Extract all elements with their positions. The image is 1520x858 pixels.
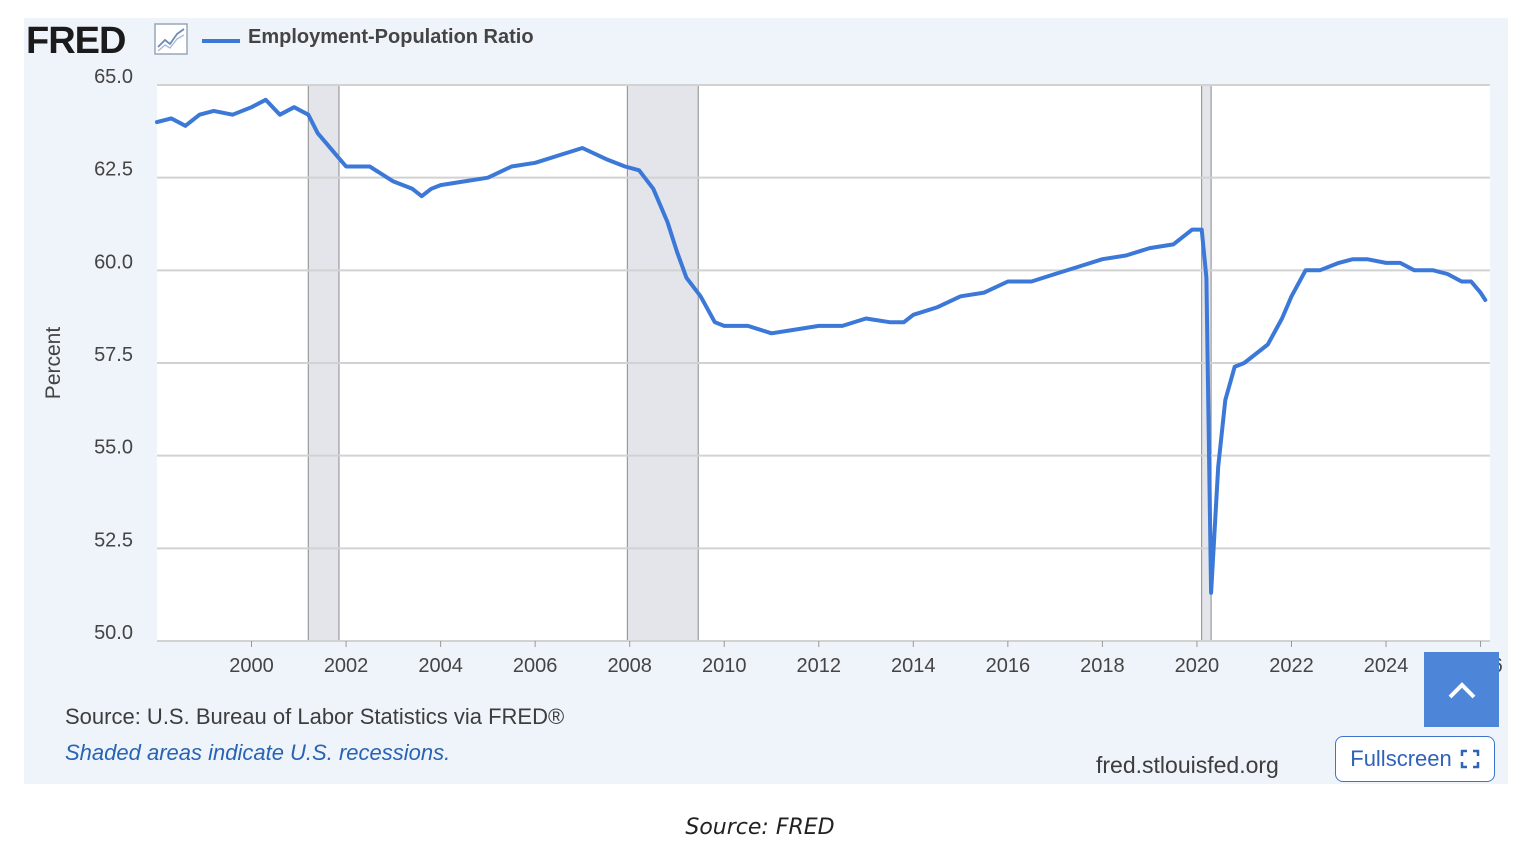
y-tick-label: 55.0: [94, 437, 133, 459]
x-tick-label: 2022: [1269, 655, 1314, 677]
legend-label[interactable]: Employment-Population Ratio: [248, 26, 534, 48]
legend-swatch: [202, 39, 240, 43]
recession-note: Shaded areas indicate U.S. recessions.: [65, 740, 451, 765]
y-tick-label: 57.5: [94, 344, 133, 366]
x-tick-label: 2008: [607, 655, 652, 677]
y-tick-label: 60.0: [94, 251, 133, 273]
x-tick-label: 2002: [324, 655, 369, 677]
fred-logo: FRED: [26, 20, 126, 62]
y-tick-label: 50.0: [94, 622, 133, 644]
x-tick-label: 2016: [986, 655, 1031, 677]
x-tick-label: 2014: [891, 655, 936, 677]
trend-line-icon[interactable]: [154, 23, 188, 55]
x-tick-label: 2006: [513, 655, 558, 677]
y-tick-label: 52.5: [94, 529, 133, 551]
y-tick-label: 65.0: [94, 66, 133, 88]
site-url[interactable]: fred.stlouisfed.org: [1096, 752, 1279, 778]
chart-panel: FRED Employment-Population Ratio 50.0 52.…: [24, 18, 1508, 784]
line-chart: 50.0 52.5 55.0 57.5 60.0 62.5 65.0 2000 2002 2004…: [42, 66, 1503, 677]
x-tick-label: 2010: [702, 655, 747, 677]
source-text: Source: U.S. Bureau of Labor Statistics …: [65, 704, 565, 729]
chevron-up-icon: [1448, 681, 1475, 698]
fullscreen-label: Fullscreen: [1350, 746, 1452, 771]
series-line: [155, 97, 1488, 595]
x-tick-label: 2020: [1175, 655, 1220, 677]
x-tick-label: 2004: [418, 655, 463, 677]
expand-icon: [1460, 749, 1479, 769]
y-axis-label: Percent: [42, 327, 65, 400]
y-tick-label: 62.5: [94, 159, 133, 181]
figure-caption: Source: FRED: [685, 815, 835, 840]
x-tick-label: 2018: [1080, 655, 1125, 677]
back-to-top-button[interactable]: [1424, 652, 1499, 727]
x-tick-label: 2000: [229, 655, 274, 677]
x-tick-label: 2012: [797, 655, 842, 677]
x-tick-label: 2024: [1364, 655, 1409, 677]
fullscreen-button[interactable]: Fullscreen: [1335, 736, 1495, 782]
